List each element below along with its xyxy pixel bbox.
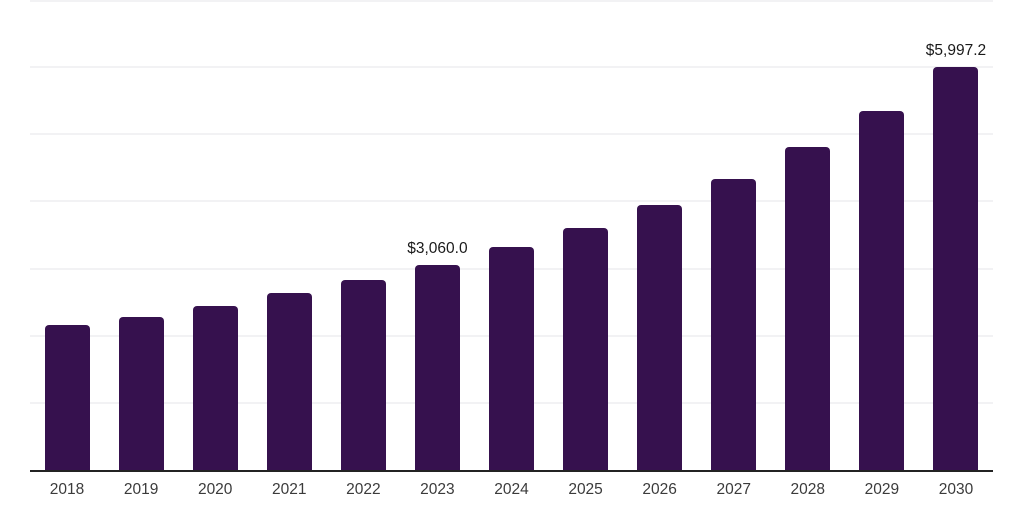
gridline bbox=[30, 200, 993, 202]
bar-2023 bbox=[415, 265, 460, 470]
plot-area: $3,060.0 $5,997.2 bbox=[30, 0, 993, 472]
data-label-2030: $5,997.2 bbox=[925, 41, 987, 59]
x-tick-label-2026: 2026 bbox=[642, 481, 677, 498]
x-axis-line bbox=[30, 470, 993, 472]
bar-2020 bbox=[193, 306, 238, 470]
bar-2026 bbox=[637, 205, 682, 470]
x-tick-label-2030: 2030 bbox=[938, 481, 974, 498]
x-tick-label-2018: 2018 bbox=[49, 481, 85, 498]
x-axis-tick-labels: 2018 2019 2020 2021 2022 2023 2024 2025 2026 2027… bbox=[30, 480, 993, 506]
bar-2022 bbox=[341, 280, 386, 470]
bar-2019 bbox=[119, 317, 164, 470]
data-label-2023: $3,060.0 bbox=[407, 239, 468, 257]
bar-2029 bbox=[859, 111, 904, 470]
x-tick-label-2022: 2022 bbox=[346, 481, 381, 498]
x-tick-label-2019: 2019 bbox=[123, 481, 159, 498]
x-tick-label-2021: 2021 bbox=[272, 481, 307, 498]
bar-2025 bbox=[563, 228, 608, 470]
x-tick-label-2025: 2025 bbox=[568, 481, 603, 498]
bar-2018 bbox=[45, 325, 90, 470]
gridline bbox=[30, 133, 993, 135]
x-tick-label-2023: 2023 bbox=[420, 481, 455, 498]
x-tick-label-2024: 2024 bbox=[494, 481, 529, 498]
bar-2030 bbox=[933, 67, 978, 470]
bar-2021 bbox=[267, 293, 312, 470]
bar-2024 bbox=[489, 247, 534, 470]
x-tick-label-2020: 2020 bbox=[197, 481, 233, 498]
x-tick-label-2027: 2027 bbox=[716, 481, 751, 498]
gridline bbox=[30, 66, 993, 68]
x-tick-label-2029: 2029 bbox=[864, 481, 900, 498]
bar-2027 bbox=[711, 179, 756, 470]
gridline bbox=[30, 0, 993, 2]
x-tick-label-2028: 2028 bbox=[790, 481, 826, 498]
bar-2028 bbox=[785, 147, 830, 470]
